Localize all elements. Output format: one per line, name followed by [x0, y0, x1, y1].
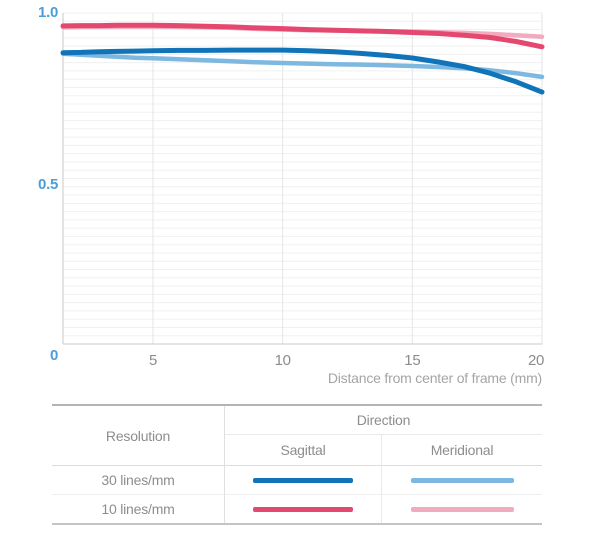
- y-axis-label-1.0: 1.0: [38, 4, 58, 21]
- swatch-30-sagittal: [253, 477, 353, 483]
- x-tick-label-5: 5: [148, 352, 158, 369]
- mtf-curve-10-lines-mm-sagittal: [60, 22, 545, 50]
- x-tick-label-15: 15: [404, 352, 421, 369]
- mtf-curve-30-lines-mm-sagittal: [60, 47, 545, 95]
- mtf-chart: 1.0 0.5 0 5 10 15 20 Distance from center o…: [38, 4, 545, 386]
- legend-table: Resolution Direction Sagittal Meridional…: [52, 404, 542, 525]
- y-axis-label-0.5: 0.5: [38, 176, 58, 193]
- swatch-10-sagittal: [253, 506, 353, 512]
- x-axis-title: Distance from center of frame (mm): [327, 370, 542, 386]
- row-30-lines-label: 30 lines/mm: [52, 466, 225, 495]
- row-10-lines-label: 10 lines/mm: [52, 495, 225, 523]
- x-tick-label-20: 20: [527, 352, 545, 369]
- resolution-header-cell: Resolution: [52, 406, 225, 466]
- row-30-meridional-cell: [382, 466, 542, 495]
- sagittal-header-cell: Sagittal: [225, 435, 382, 466]
- plot-area: [60, 12, 545, 345]
- x-tick-label-10: 10: [274, 352, 291, 369]
- meridional-header-cell: Meridional: [382, 435, 542, 466]
- swatch-30-meridional: [410, 477, 514, 483]
- row-30-sagittal-cell: [225, 466, 382, 495]
- direction-header-cell: Direction: [225, 406, 542, 435]
- axis-origin-label: 0: [49, 347, 58, 364]
- row-10-meridional-cell: [382, 495, 542, 523]
- swatch-10-meridional: [410, 506, 514, 512]
- mtf-curve-30-lines-mm-meridional: [60, 51, 545, 80]
- row-10-sagittal-cell: [225, 495, 382, 523]
